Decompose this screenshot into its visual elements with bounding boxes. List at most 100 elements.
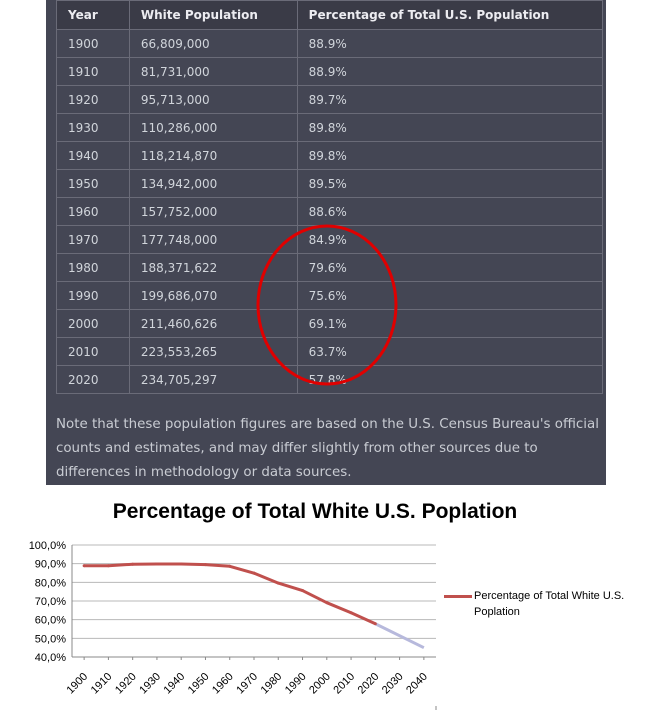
data-point [373,622,377,626]
x-tick-label: 1970 [234,671,260,697]
cell-year: 1900 [56,29,130,58]
data-point [155,562,159,566]
cell-white-population: 199,686,070 [128,281,298,310]
cell-percentage: 89.8% [296,141,604,170]
x-tick-label: 1980 [259,671,285,697]
cell-percentage: 88.6% [296,197,604,226]
data-point [106,564,110,568]
x-tick-label: 1930 [137,671,163,697]
table-row: 1910 81,731,000 88.9% [56,57,604,86]
chart-title: Percentage of Total White U.S. Poplation [112,500,518,523]
table-row: 1960 157,752,000 88.6% [56,197,604,226]
header-year: Year [56,0,130,30]
cell-white-population: 234,705,297 [128,365,298,394]
x-tick-label: 1900 [64,671,90,697]
data-point [203,563,207,567]
table-row: 1940 118,214,870 89.8% [56,141,604,170]
cell-white-population: 110,286,000 [128,113,298,142]
cell-year: 1960 [56,197,130,226]
projection-line [374,622,425,650]
y-tick-label: 50,0% [35,633,66,645]
data-point [179,562,183,566]
table-header-row: Year White Population Percentage of Tota… [56,0,604,30]
note-text: Note that these population figures are b… [56,417,599,480]
cell-year: 1930 [56,113,130,142]
cell-year: 1940 [56,141,130,170]
y-tick-label: 90,0% [35,559,66,571]
x-tick-label: 2030 [380,671,406,697]
cell-year: 2010 [56,337,130,366]
table-row: 1980 188,371,622 79.6% [56,253,604,282]
cell-percentage: 69.1% [296,309,604,338]
cell-year: 1990 [56,281,130,310]
header-white-population: White Population [128,0,298,30]
line-chart: 40,0% 50,0% 60,0% 70,0% 80,0% 90,0% 100,0% 1900… [29,540,437,710]
x-tick-label: 1960 [210,671,236,697]
cell-white-population: 134,942,000 [128,169,298,198]
x-tick-label: 1950 [186,671,212,697]
data-point [252,571,256,575]
y-tick-label: 70,0% [35,596,66,608]
table-row: 1990 199,686,070 75.6% [56,281,604,310]
x-tick-label: 2010 [331,671,357,697]
cell-percentage: 88.9% [296,57,604,86]
x-tick-label: 1940 [162,671,188,697]
y-tick-label: 40,0% [35,652,66,664]
cell-white-population: 188,371,622 [128,253,298,282]
cell-year: 1980 [56,253,130,282]
cell-percentage: 63.7% [296,337,604,366]
cell-year: 1970 [56,225,130,254]
cell-percentage: 88.9% [296,29,604,58]
table-row: 1930 110,286,000 89.8% [56,113,604,142]
data-point [301,589,305,593]
cell-percentage: 79.6% [296,253,604,282]
data-point [82,564,86,568]
cell-percentage: 57.8% [296,365,604,394]
cell-year: 1950 [56,169,130,198]
x-tick-label: 2020 [356,671,382,697]
legend-label: Percentage of Total White U.S. Poplation [474,590,625,618]
cell-white-population: 81,731,000 [128,57,298,86]
cell-percentage: 84.9% [296,225,604,254]
table-row: 2000 211,460,626 69.1% [56,309,604,338]
data-point [325,601,329,605]
cell-white-population: 211,460,626 [128,309,298,338]
x-tick-label: 1910 [89,671,115,697]
table-row: 1950 134,942,000 89.5% [56,169,604,198]
cell-white-population: 177,748,000 [128,225,298,254]
x-tick-label: 1990 [283,671,309,697]
header-percentage: Percentage of Total U.S. Population [296,0,604,30]
table-row: 2020 234,705,297 57.8% [56,365,604,394]
data-point [349,611,353,615]
cell-white-population: 95,713,000 [128,85,298,114]
cell-year: 2000 [56,309,130,338]
cell-year: 1920 [56,85,130,114]
x-tick-label: 2040 [404,671,430,697]
table-row: 1900 66,809,000 88.9% [56,29,604,58]
population-table: Year White Population Percentage of Tota… [56,0,604,394]
series-line [84,562,376,626]
x-tick-label: 2000 [307,671,333,697]
cell-percentage: 89.5% [296,169,604,198]
data-point [276,581,280,585]
y-tick-label: 60,0% [35,615,66,627]
y-tick-label: 80,0% [35,577,66,589]
cell-percentage: 89.7% [296,85,604,114]
data-point [228,564,232,568]
table-row: 2010 223,553,265 63.7% [56,337,604,366]
table-row: 1970 177,748,000 84.9% [56,225,604,254]
cell-white-population: 66,809,000 [128,29,298,58]
population-table-container: Year White Population Percentage of Tota… [56,0,604,394]
cell-percentage: 75.6% [296,281,604,310]
cell-white-population: 118,214,870 [128,141,298,170]
cell-year: 2020 [56,365,130,394]
cell-year: 1910 [56,57,130,86]
table-row: 1920 95,713,000 89.7% [56,85,604,114]
cell-white-population: 223,553,265 [128,337,298,366]
cell-percentage: 89.8% [296,113,604,142]
cell-white-population: 157,752,000 [128,197,298,226]
x-tick-label: 1920 [113,671,139,697]
data-point [131,562,135,566]
y-tick-label: 100,0% [29,540,67,552]
legend-swatch [444,595,472,598]
